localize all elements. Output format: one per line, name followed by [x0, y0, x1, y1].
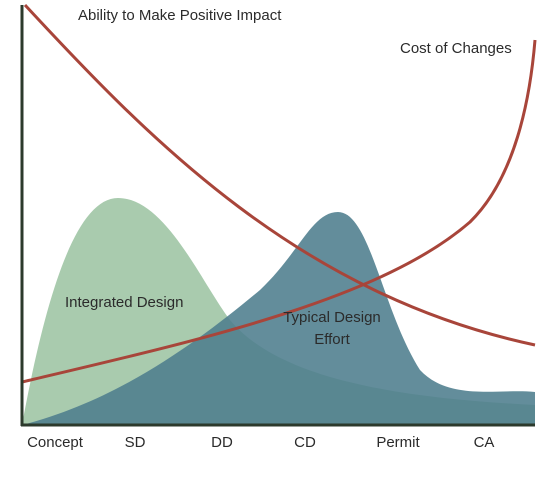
phase-label: DD	[211, 434, 233, 451]
phase-label: SD	[125, 434, 146, 451]
integrated-design-area	[22, 198, 535, 425]
phase-label: Permit	[376, 434, 420, 451]
phase-label: CA	[474, 434, 495, 451]
typical-label: Effort	[314, 331, 350, 348]
ability-curve	[23, 3, 536, 347]
phase-label: Concept	[27, 434, 84, 451]
integrated-label: Integrated Design	[65, 294, 183, 311]
cost-label: Cost of Changes	[400, 40, 512, 57]
cost-curve	[21, 39, 537, 384]
ability-label: Ability to Make Positive Impact	[78, 7, 282, 24]
phase-label: CD	[294, 434, 316, 451]
typical-label: Typical Design	[283, 309, 381, 326]
typical-design-area	[22, 212, 535, 425]
